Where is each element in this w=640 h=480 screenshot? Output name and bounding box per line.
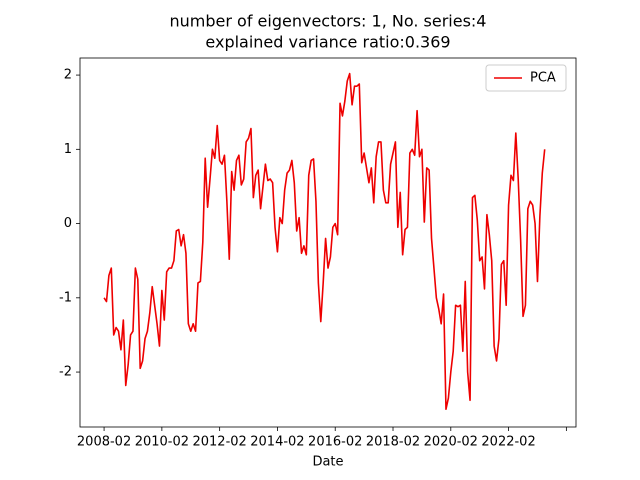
x-tick-label: 2008-02 <box>77 435 131 450</box>
y-tick-label: 0 <box>64 216 72 231</box>
x-tick-label: 2018-02 <box>366 435 420 450</box>
y-tick-label: -1 <box>59 290 72 305</box>
plot-frame <box>79 57 577 428</box>
legend-box <box>485 64 567 92</box>
y-tick-label: 1 <box>64 142 72 157</box>
x-tick-label: 2010-02 <box>135 435 189 450</box>
x-tick-label: 2020-02 <box>424 435 478 450</box>
x-tick-label: 2022-02 <box>481 435 535 450</box>
chart-title: number of eigenvectors: 1, No. series:4 <box>170 12 487 31</box>
chart-title: explained variance ratio:0.369 <box>205 33 450 52</box>
y-tick-label: 2 <box>64 68 72 83</box>
x-axis-label: Date <box>312 455 343 470</box>
data-line <box>103 72 546 410</box>
x-tick-label: 2014-02 <box>250 435 304 450</box>
x-tick-label: 2012-02 <box>192 435 246 450</box>
x-tick-label: 2016-02 <box>308 435 362 450</box>
legend-label: PCA <box>530 71 556 86</box>
y-tick-label: -2 <box>59 365 72 380</box>
